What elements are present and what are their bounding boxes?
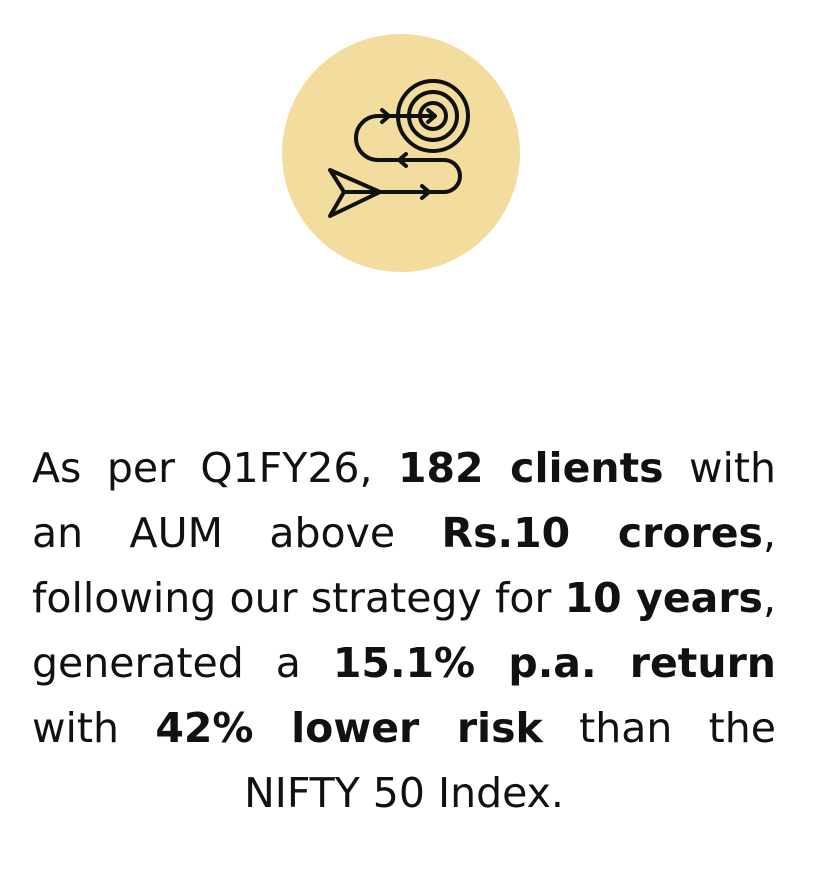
statement-text: As per Q1FY26,: [32, 444, 398, 492]
statement-text: , generated a: [32, 574, 777, 687]
target-strategy-icon: [328, 79, 470, 218]
statement-text: than the NIFTY 50 Index.: [244, 704, 776, 817]
client-count-highlight: 182 clients: [397, 444, 664, 492]
risk-highlight: 42% lower risk: [155, 704, 543, 752]
statement-text: with an AUM above: [32, 444, 776, 557]
icon-badge: [282, 34, 520, 272]
duration-highlight: 10 years: [564, 574, 763, 622]
client-performance-statement: As per Q1FY26, 182 clients with an AUM a…: [32, 436, 776, 826]
aum-highlight: Rs.10 crores: [441, 509, 763, 557]
return-highlight: 15.1% p.a. return: [332, 639, 776, 687]
statement-text: , following our strategy for: [32, 509, 776, 622]
statement-text: with: [32, 704, 156, 752]
